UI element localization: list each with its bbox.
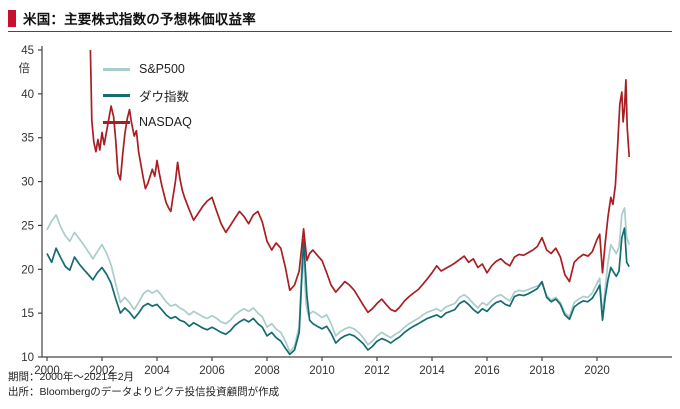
x-tick-label: 2016 <box>474 365 500 377</box>
x-tick-label: 2004 <box>144 365 170 377</box>
x-tick-label: 2012 <box>364 365 390 377</box>
legend-swatch-nasdaq <box>103 120 130 124</box>
series-line-sp500 <box>46 207 631 353</box>
x-tick-label: 2010 <box>309 365 335 377</box>
series-line-dow <box>46 227 630 356</box>
y-tick-label: 15 <box>21 308 34 320</box>
legend-swatch-sp500 <box>103 67 130 71</box>
x-tick-label: 2014 <box>419 365 445 377</box>
y-tick-label: 25 <box>21 220 34 232</box>
legend-label-dow: ダウ指数 <box>139 90 190 104</box>
chart-footer: 期間：2000年～2021年2月 出所：Bloombergのデータよりピクテ投信… <box>8 370 279 400</box>
y-tick-label: 30 <box>21 177 34 189</box>
title-underline <box>8 31 672 32</box>
x-tick-label: 2006 <box>199 365 225 377</box>
chart-legend: S&P500 ダウ指数 NASDAQ <box>103 62 192 129</box>
y-axis-unit-label: 倍 <box>19 61 31 75</box>
x-tick-label: 2018 <box>529 365 555 377</box>
chart-header: 米国：主要株式指数の予想株価収益率 <box>8 8 256 28</box>
x-tick-label: 2002 <box>89 365 115 377</box>
source-note: 出所：Bloombergのデータよりピクテ投信投資顧問が作成 <box>8 386 280 398</box>
y-tick-label: 40 <box>21 89 34 101</box>
y-tick-label: 45 <box>21 45 34 57</box>
period-note: 期間：2000年～2021年2月 <box>8 371 135 383</box>
y-tick-label: 10 <box>21 352 34 364</box>
legend-item-sp500: S&P500 <box>103 62 192 76</box>
legend-item-dow: ダウ指数 <box>103 86 192 105</box>
legend-label-nasdaq: NASDAQ <box>139 115 192 129</box>
title-accent-bar <box>8 9 16 27</box>
legend-label-sp500: S&P500 <box>139 62 185 76</box>
series-line-nasdaq <box>89 49 631 314</box>
y-tick-label: 20 <box>21 264 34 276</box>
x-tick-label: 2020 <box>584 365 610 377</box>
chart-title: 米国：主要株式指数の予想株価収益率 <box>23 12 256 27</box>
x-tick-label: 2008 <box>254 365 280 377</box>
legend-swatch-dow <box>103 94 130 97</box>
y-tick-label: 35 <box>21 133 34 145</box>
x-tick-label: 2000 <box>34 365 60 377</box>
legend-item-nasdaq: NASDAQ <box>103 115 192 129</box>
